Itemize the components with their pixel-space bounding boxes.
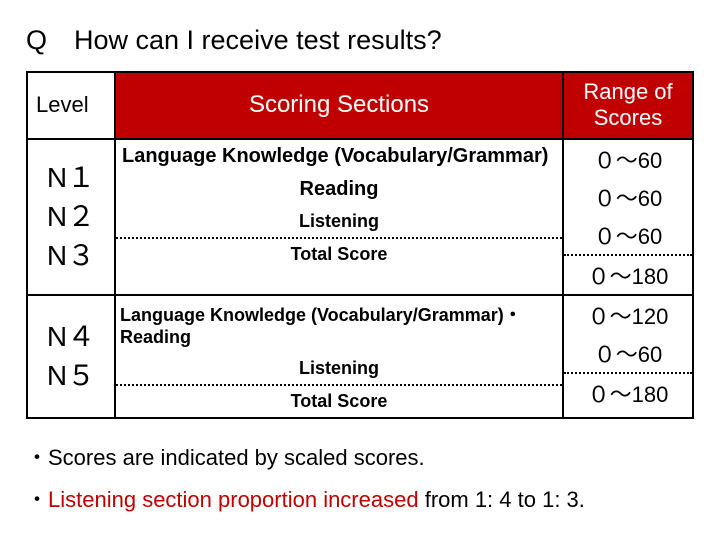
range-value: ０～60	[564, 178, 692, 216]
note-line: ・Listening section proportion increased …	[26, 479, 694, 521]
range-value: ０～180	[564, 372, 692, 412]
header-level: Level	[28, 73, 116, 138]
sections-cell: Language Knowledge (Vocabulary/Grammar)・…	[116, 296, 564, 417]
level-label: N４	[47, 317, 95, 356]
range-value: ０～60	[564, 140, 692, 178]
table-row-group1: N１ N２ N３ Language Knowledge (Vocabulary/…	[28, 138, 692, 294]
note-bullet: ・	[26, 487, 48, 512]
sections-cell: Language Knowledge (Vocabulary/Grammar) …	[116, 140, 564, 294]
level-label: N３	[47, 236, 95, 275]
level-cell: N１ N２ N３	[28, 140, 116, 294]
level-cell: N４ N５	[28, 296, 116, 417]
range-value: ０～60	[564, 334, 692, 372]
level-label: N２	[47, 197, 95, 236]
scores-table: Level Scoring Sections Range of Scores N…	[26, 71, 694, 419]
range-value: ０～180	[564, 254, 692, 294]
section-label: Total Score	[116, 237, 562, 270]
section-label: Language Knowledge (Vocabulary/Grammar)・…	[116, 296, 562, 353]
range-cell: ０～60 ０～60 ０～60 ０～180	[564, 140, 692, 294]
level-label: N１	[47, 158, 95, 197]
header-range: Range of Scores	[564, 73, 692, 138]
table-header-row: Level Scoring Sections Range of Scores	[28, 73, 692, 138]
section-label: Reading	[116, 173, 562, 206]
range-value: ０～60	[564, 216, 692, 254]
section-label: Language Knowledge (Vocabulary/Grammar)	[116, 140, 562, 173]
range-value: ０～120	[564, 296, 692, 334]
header-scoring: Scoring Sections	[116, 73, 564, 138]
page-title: Q How can I receive test results?	[26, 18, 694, 57]
note-line: ・Scores are indicated by scaled scores.	[26, 437, 694, 479]
range-cell: ０～120 ０～60 ０～180	[564, 296, 692, 417]
note-tail: from 1: 4 to 1: 3.	[425, 487, 585, 512]
section-label: Listening	[116, 353, 562, 384]
section-label: Listening	[116, 206, 562, 237]
notes-block: ・Scores are indicated by scaled scores. …	[26, 437, 694, 521]
section-label: Total Score	[116, 384, 562, 417]
note-highlight: Listening section proportion increased	[48, 487, 425, 512]
table-row-group2: N４ N５ Language Knowledge (Vocabulary/Gra…	[28, 294, 692, 417]
level-label: N５	[47, 356, 95, 395]
